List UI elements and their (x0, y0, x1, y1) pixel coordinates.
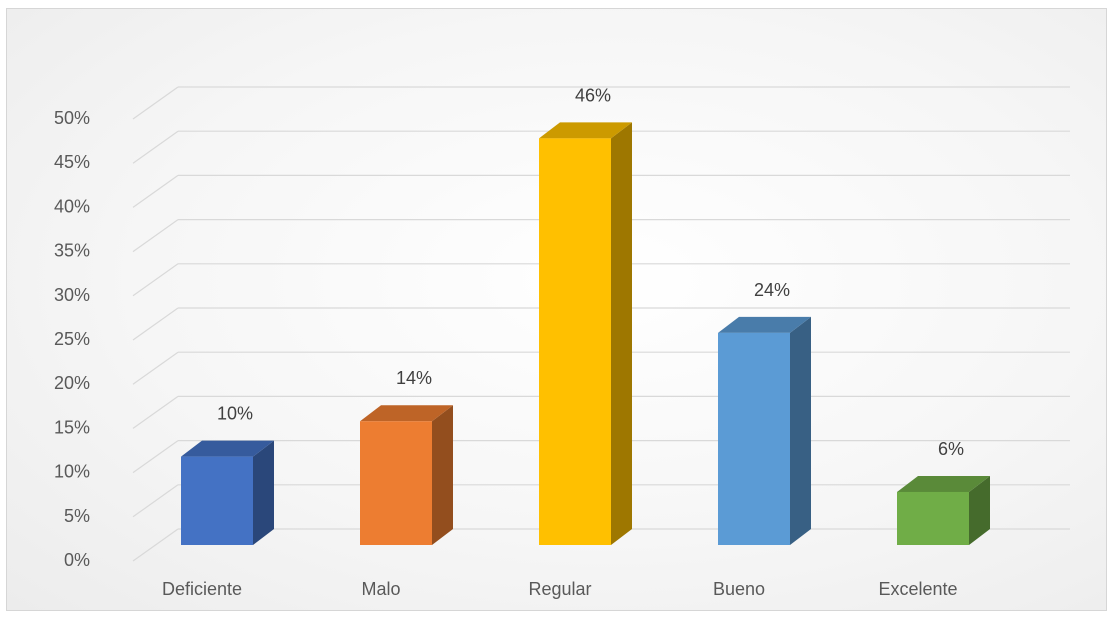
gridline-side (132, 307, 179, 341)
data-label: 46% (575, 85, 611, 105)
data-label: 24% (754, 280, 790, 300)
x-tick-label: Deficiente (162, 579, 242, 599)
data-label: 6% (938, 439, 964, 459)
y-tick-label: 5% (64, 506, 90, 526)
gridline-side (132, 484, 179, 518)
bar-front (360, 421, 432, 545)
bar-front (181, 456, 253, 545)
bar-front (539, 138, 611, 546)
gridline-side (132, 395, 179, 429)
bar-side (790, 316, 811, 545)
x-tick-label: Excelente (878, 579, 957, 599)
data-label: 14% (396, 368, 432, 388)
bar-top (897, 475, 990, 492)
y-tick-label: 40% (54, 196, 90, 216)
data-label: 10% (217, 404, 253, 424)
y-tick-label: 15% (54, 417, 90, 437)
y-tick-label: 0% (64, 550, 90, 570)
bar-top (718, 316, 811, 333)
bar-top (539, 122, 632, 139)
bars: 10% 14% 46% 24% 6% (181, 85, 990, 546)
x-tick-label: Bueno (713, 579, 765, 599)
gridline-side (132, 351, 179, 385)
y-tick-label: 35% (54, 241, 90, 261)
bar-side (969, 475, 990, 545)
y-tick-label: 30% (54, 285, 90, 305)
gridline-side (132, 440, 179, 474)
bar: 10% (181, 404, 274, 545)
bar: 14% (360, 368, 453, 545)
bar-front (718, 332, 790, 545)
bar: 6% (897, 439, 990, 545)
y-tick-label: 25% (54, 329, 90, 349)
gridline-side (132, 528, 179, 562)
x-axis: Deficiente Malo Regular Bueno Excelente (162, 579, 958, 599)
bar-side (253, 440, 274, 545)
bar-top (360, 405, 453, 422)
bar-top (181, 440, 274, 457)
x-tick-label: Malo (361, 579, 400, 599)
bar-side (611, 122, 632, 546)
bar: 46% (539, 85, 632, 546)
y-tick-label: 20% (54, 373, 90, 393)
y-tick-label: 10% (54, 462, 90, 482)
gridline-side (132, 174, 179, 208)
y-axis: 0% 5% 10% 15% 20% 25% 30% 35% 40% 45% 50% (54, 108, 90, 570)
y-tick-label: 50% (54, 108, 90, 128)
bar-front (897, 491, 969, 545)
y-tick-label: 45% (54, 152, 90, 172)
gridline-side (132, 219, 179, 253)
gridline-side (132, 130, 179, 164)
gridline-side (132, 263, 179, 297)
bar-side (432, 405, 453, 545)
gridline-side (132, 86, 179, 120)
bar: 24% (718, 280, 811, 545)
x-tick-label: Regular (528, 579, 591, 599)
